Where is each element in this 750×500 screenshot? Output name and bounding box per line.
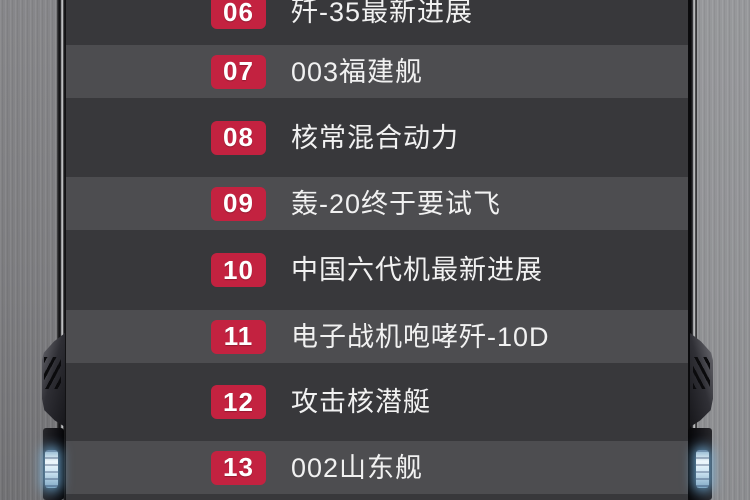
item-title: 攻击核潜艇 — [291, 387, 431, 417]
item-title: 电子战机咆哮歼-10D — [291, 321, 550, 352]
rank-badge: 09 — [211, 186, 266, 221]
item-title: 歼-35最新进展 — [291, 0, 474, 27]
rank-badge: 10 — [211, 253, 266, 287]
rank-badge: 08 — [211, 120, 266, 155]
list-item[interactable]: 11 电子战机咆哮歼-10D — [66, 310, 688, 363]
rank-badge: 11 — [211, 319, 266, 354]
list-item-partial — [66, 494, 688, 500]
rank-badge: 06 — [211, 0, 266, 29]
left-glow-button-icon — [45, 450, 58, 488]
left-grip-vents-icon — [44, 357, 61, 389]
device-bezel-right — [688, 0, 697, 500]
device-bezel-left — [56, 0, 66, 500]
list-item[interactable]: 09 轰-20终于要试飞 — [66, 177, 688, 230]
list-item[interactable]: 08 核常混合动力 — [66, 98, 688, 177]
list-item[interactable]: 06 歼-35最新进展 — [66, 0, 688, 45]
device-frame-right — [697, 0, 750, 500]
list-item[interactable]: 12 攻击核潜艇 — [66, 363, 688, 441]
right-glow-button-icon — [696, 450, 709, 488]
item-title: 轰-20终于要试飞 — [291, 188, 502, 219]
rank-badge: 12 — [211, 385, 266, 419]
list-item[interactable]: 10 中国六代机最新进展 — [66, 230, 688, 310]
item-title: 002山东舰 — [291, 452, 424, 483]
right-grip-vents-icon — [693, 357, 710, 389]
list-item[interactable]: 13 002山东舰 — [66, 441, 688, 494]
ranking-list-screen: 06 歼-35最新进展 07 003福建舰 08 核常混合动力 09 轰-20终… — [66, 0, 688, 500]
item-title: 中国六代机最新进展 — [291, 255, 543, 285]
item-title: 003福建舰 — [291, 56, 424, 87]
rank-badge: 13 — [211, 450, 266, 485]
rank-badge: 07 — [211, 54, 266, 89]
device-frame-left — [0, 0, 58, 500]
item-title: 核常混合动力 — [291, 122, 459, 153]
list-item[interactable]: 07 003福建舰 — [66, 45, 688, 98]
